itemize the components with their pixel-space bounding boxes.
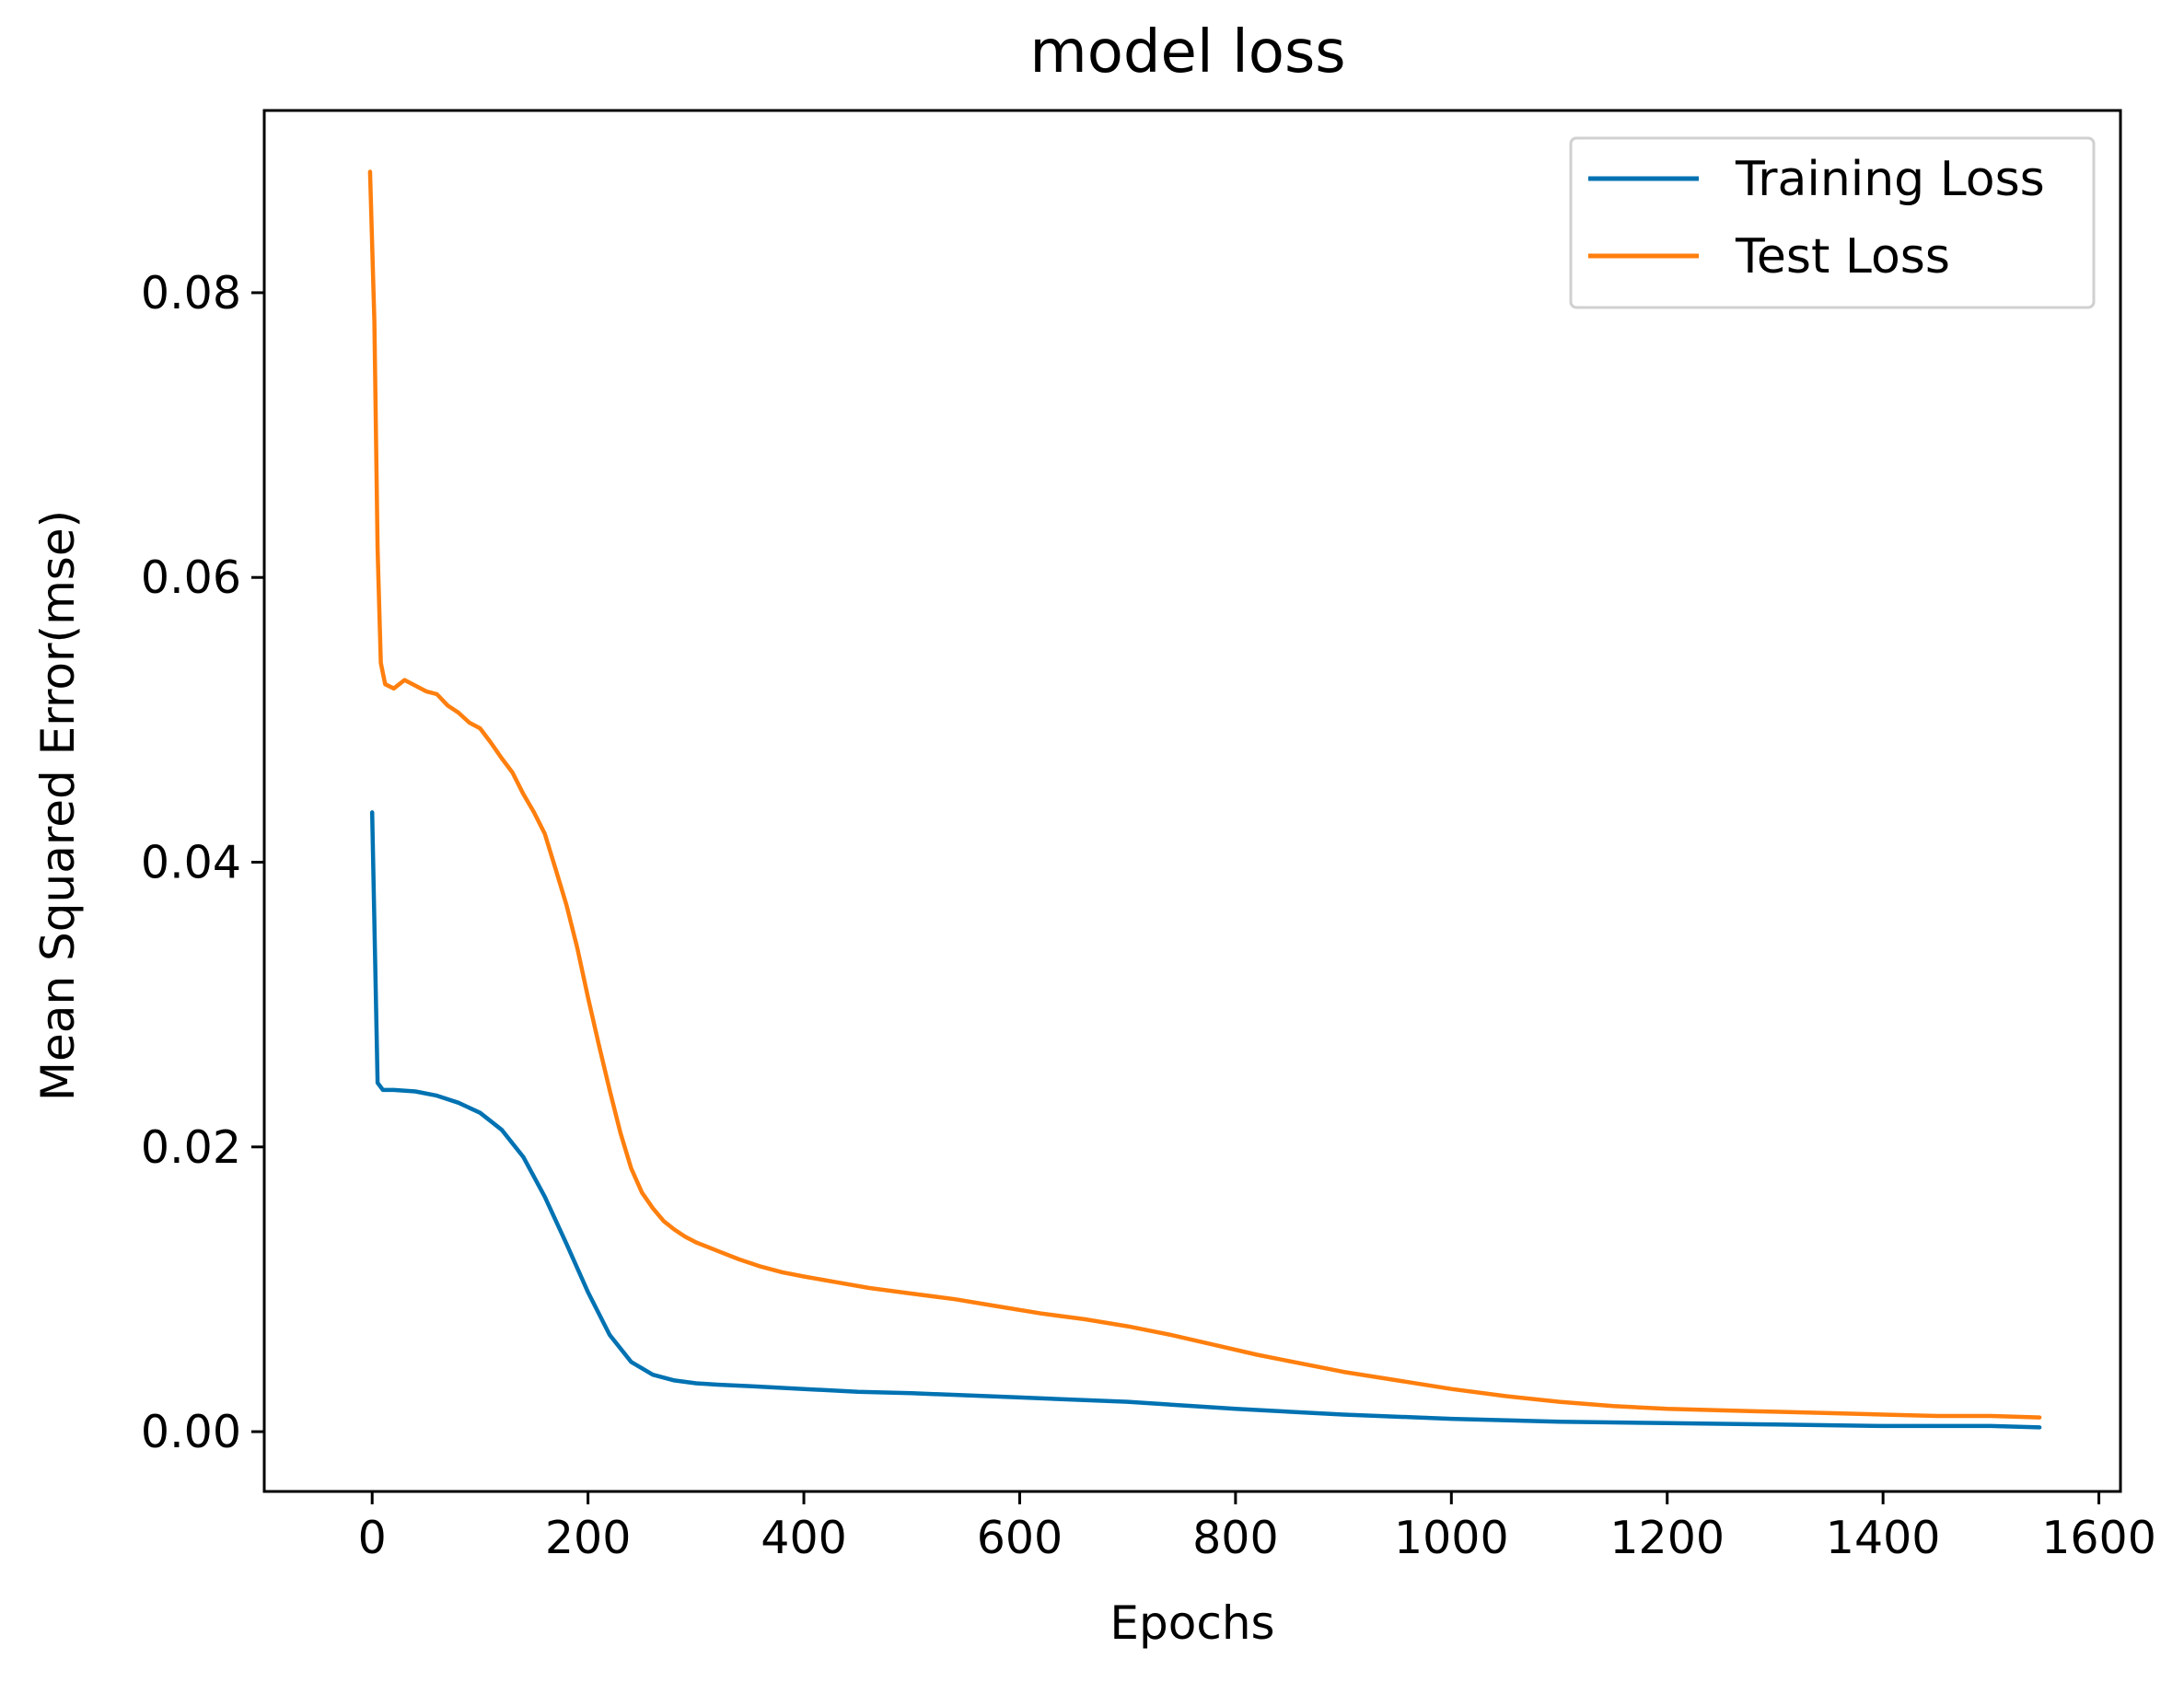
x-axis-ticks: 0 200 400 600 800 1000 1200 1400 1600 <box>358 1491 2156 1564</box>
series-line-training-loss <box>369 810 2042 1430</box>
legend-training-label: Training Loss <box>1735 152 2045 207</box>
x-tick-label: 1000 <box>1394 1512 1509 1564</box>
x-tick-label: 1200 <box>1609 1512 1725 1564</box>
y-tick-label: 0.02 <box>141 1121 241 1174</box>
legend-test-label: Test Loss <box>1735 229 1950 284</box>
legend: Training Loss Test Loss <box>1569 136 2096 309</box>
x-tick-label: 1400 <box>1826 1512 1941 1564</box>
x-tick-label: 0 <box>358 1512 387 1564</box>
y-tick-label: 0.04 <box>141 836 241 888</box>
x-axis-label: Epochs <box>1109 1596 1274 1650</box>
legend-box <box>1569 136 2096 309</box>
y-tick-label: 0.00 <box>141 1406 241 1458</box>
y-tick-label: 0.06 <box>141 551 241 604</box>
x-tick-label: 200 <box>545 1512 632 1564</box>
x-tick-label: 1600 <box>2041 1512 2156 1564</box>
plot-frame <box>262 109 2122 1493</box>
series-group <box>367 169 2042 1430</box>
y-tick-label: 0.08 <box>141 267 241 319</box>
y-axis-ticks: 0.00 0.02 0.04 0.06 0.08 <box>141 267 264 1458</box>
chart-title: model loss <box>1029 18 1345 87</box>
y-axis-label: Mean Squared Error(mse) <box>31 510 85 1101</box>
x-tick-label: 400 <box>761 1512 847 1564</box>
x-tick-label: 600 <box>977 1512 1063 1564</box>
plot-area-border <box>262 109 2122 1493</box>
series-line-test-loss <box>367 169 2042 1420</box>
x-tick-label: 800 <box>1192 1512 1279 1564</box>
